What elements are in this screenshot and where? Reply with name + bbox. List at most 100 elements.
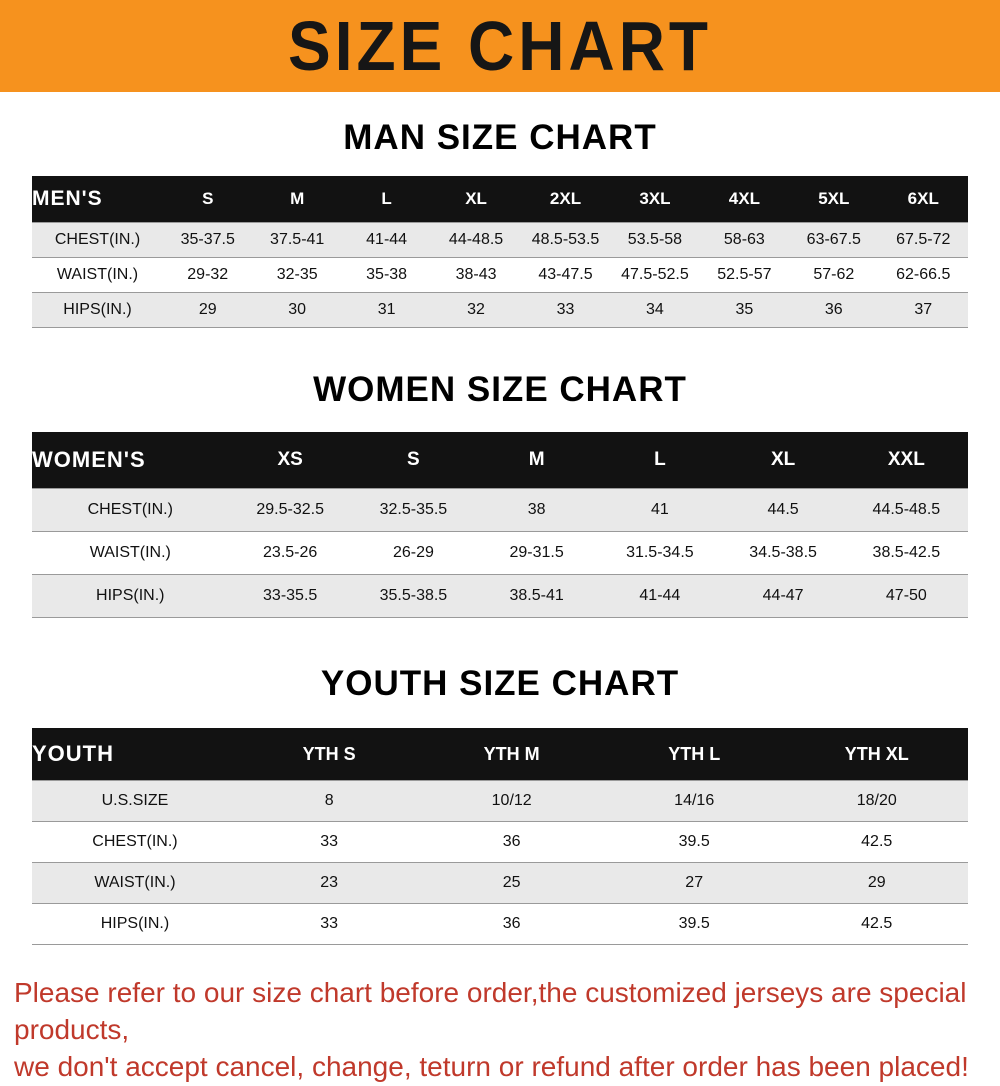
row-label-cell: WAIST(IN.) [32, 531, 229, 575]
value-cell: 35-37.5 [163, 222, 253, 258]
value-cell: 25 [420, 862, 603, 904]
value-cell: 37 [878, 292, 968, 328]
value-cell: 44.5-48.5 [844, 488, 968, 532]
value-cell: 41-44 [598, 574, 722, 618]
row-label-cell: HIPS(IN.) [32, 903, 238, 945]
row-label-cell: WAIST(IN.) [32, 257, 164, 293]
value-cell: 8 [237, 780, 421, 822]
size-header-cell: XL [465, 189, 487, 208]
table-title-cell: MEN'S [32, 187, 103, 210]
value-cell: 33 [237, 821, 421, 863]
value-cell: 29-32 [163, 257, 253, 293]
value-cell: 39.5 [602, 903, 786, 945]
banner-title: SIZE CHART [288, 7, 712, 85]
table-row: U.S.SIZE 8 10/12 14/16 18/20 [32, 780, 968, 822]
value-cell: 35.5-38.5 [351, 574, 476, 618]
value-cell: 14/16 [602, 780, 786, 822]
table-row: WAIST(IN.) 23 25 27 29 [32, 862, 968, 904]
size-header-cell: L [381, 189, 392, 208]
value-cell: 36 [789, 292, 879, 328]
value-cell: 62-66.5 [878, 257, 968, 293]
value-cell: 23 [237, 862, 421, 904]
size-header-cell: M [290, 189, 305, 208]
value-cell: 33-35.5 [228, 574, 352, 618]
value-cell: 31.5-34.5 [598, 531, 722, 575]
disclaimer-line-1: Please refer to our size chart before or… [14, 977, 967, 1045]
value-cell: 38.5-41 [475, 574, 599, 618]
value-cell: 23.5-26 [228, 531, 352, 575]
value-cell: 32.5-35.5 [351, 488, 476, 532]
table-row: HIPS(IN.) 33 36 39.5 42.5 [32, 903, 968, 945]
value-cell: 44-48.5 [431, 222, 521, 258]
size-header-cell: M [528, 449, 545, 470]
value-cell: 38-43 [431, 257, 521, 293]
value-cell: 57-62 [789, 257, 879, 293]
man-size-chart-heading: MAN SIZE CHART [343, 118, 657, 157]
value-cell: 32-35 [252, 257, 342, 293]
value-cell: 38.5-42.5 [844, 531, 968, 575]
table-row: CHEST(IN.) 35-37.5 37.5-41 41-44 44-48.5 48.5… [32, 222, 968, 258]
value-cell: 29 [163, 292, 253, 328]
value-cell: 48.5-53.5 [520, 222, 611, 258]
size-header-cell: YTH XL [844, 743, 909, 764]
value-cell: 10/12 [420, 780, 603, 822]
size-header-cell: S [407, 449, 420, 470]
value-cell: 37.5-41 [252, 222, 342, 258]
value-cell: 39.5 [602, 821, 786, 863]
value-cell: 29.5-32.5 [228, 488, 352, 532]
size-header-cell: YTH M [483, 743, 540, 764]
womens-size-table: WOMEN'S XS S M L XL XXL CHEST(IN.) 29.5-32.5 32.5… [32, 432, 968, 618]
value-cell: 30 [252, 292, 342, 328]
size-header-cell: XL [770, 449, 796, 470]
disclaimer-text: Please refer to our size chart before or… [14, 975, 986, 1086]
mens-size-table: MEN'S S M L XL 2XL 3XL 4XL 5XL 6XL CHEST(IN.) 35-37… [32, 176, 968, 328]
value-cell: 33 [520, 292, 611, 328]
table-header-row: WOMEN'S XS S M L XL XXL [32, 432, 968, 489]
row-label-cell: CHEST(IN.) [32, 222, 164, 258]
value-cell: 18/20 [785, 780, 968, 822]
value-cell: 35-38 [341, 257, 432, 293]
value-cell: 44-47 [721, 574, 845, 618]
size-header-cell: 6XL [907, 189, 939, 208]
size-header-cell: YTH S [302, 743, 356, 764]
value-cell: 36 [420, 903, 603, 945]
value-cell: 44.5 [721, 488, 845, 532]
size-header-cell: YTH L [668, 743, 721, 764]
value-cell: 29 [785, 862, 968, 904]
value-cell: 41-44 [341, 222, 432, 258]
value-cell: 27 [602, 862, 786, 904]
table-row: CHEST(IN.) 33 36 39.5 42.5 [32, 821, 968, 863]
value-cell: 34 [610, 292, 700, 328]
row-label-cell: U.S.SIZE [32, 780, 238, 822]
table-header-row: YOUTH YTH S YTH M YTH L YTH XL [32, 728, 968, 781]
value-cell: 67.5-72 [878, 222, 968, 258]
value-cell: 47.5-52.5 [610, 257, 700, 293]
value-cell: 35 [699, 292, 790, 328]
youth-size-table: YOUTH YTH S YTH M YTH L YTH XL U.S.SIZE 8 10/12… [32, 728, 968, 945]
value-cell: 52.5-57 [699, 257, 790, 293]
row-label-cell: CHEST(IN.) [32, 821, 238, 863]
value-cell: 42.5 [785, 903, 968, 945]
value-cell: 63-67.5 [789, 222, 879, 258]
value-cell: 42.5 [785, 821, 968, 863]
size-header-cell: XXL [887, 449, 925, 470]
value-cell: 32 [431, 292, 521, 328]
row-label-cell: HIPS(IN.) [32, 574, 229, 618]
table-row: CHEST(IN.) 29.5-32.5 32.5-35.5 38 41 44.5 44.5… [32, 488, 968, 532]
value-cell: 33 [237, 903, 421, 945]
value-cell: 53.5-58 [610, 222, 700, 258]
disclaimer-line-2: we don't accept cancel, change, teturn o… [14, 1050, 969, 1082]
value-cell: 34.5-38.5 [721, 531, 845, 575]
table-row: HIPS(IN.) 33-35.5 35.5-38.5 38.5-41 41-44 44-… [32, 574, 968, 618]
row-label-cell: HIPS(IN.) [32, 292, 164, 328]
table-title-cell: WOMEN'S [32, 447, 146, 472]
size-header-cell: 5XL [818, 189, 850, 208]
size-header-cell: 3XL [639, 189, 671, 208]
value-cell: 47-50 [844, 574, 968, 618]
value-cell: 58-63 [699, 222, 790, 258]
size-chart-banner: SIZE CHART [0, 0, 1000, 92]
value-cell: 29-31.5 [475, 531, 599, 575]
table-row: HIPS(IN.) 29 30 31 32 33 34 35 36 37 [32, 292, 968, 328]
row-label-cell: CHEST(IN.) [32, 488, 229, 532]
value-cell: 41 [598, 488, 722, 532]
